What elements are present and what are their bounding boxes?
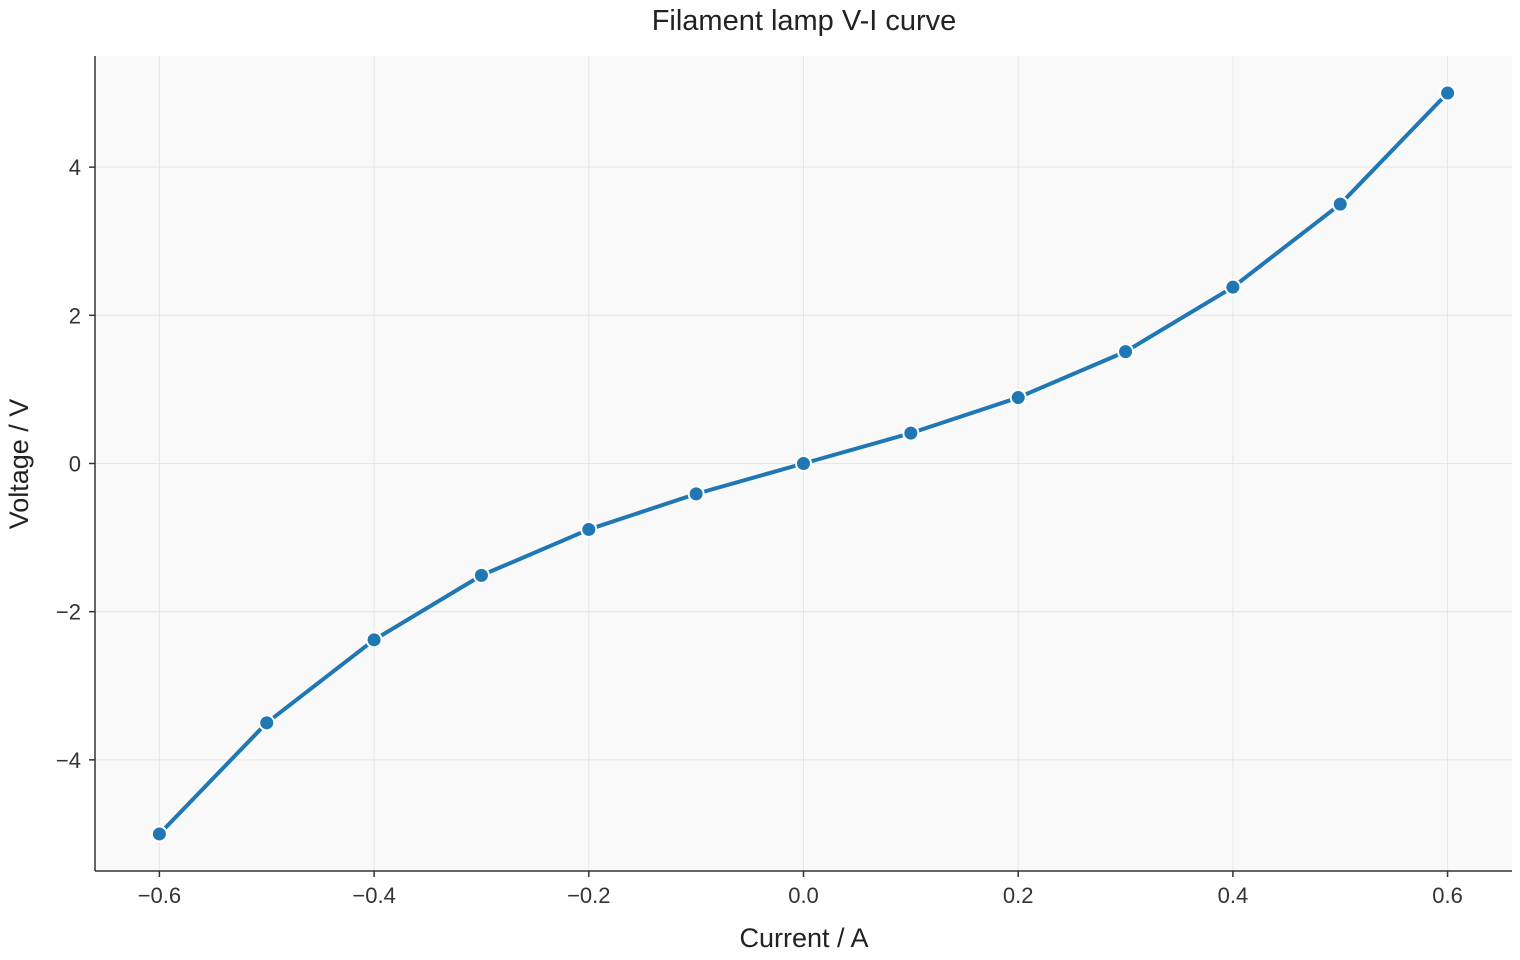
- y-axis-label: Voltage / V: [4, 399, 34, 530]
- x-axis-label: Current / A: [739, 923, 868, 953]
- x-tick-label: −0.4: [352, 883, 395, 908]
- data-point: [472, 566, 490, 584]
- data-point: [580, 520, 598, 538]
- x-tick-label: 0.0: [788, 883, 819, 908]
- data-point: [258, 714, 276, 732]
- x-tick-label: −0.6: [138, 883, 181, 908]
- x-tick-label: 0.4: [1218, 883, 1249, 908]
- x-tick-label: 0.2: [1003, 883, 1034, 908]
- y-tick-label: 0: [69, 452, 81, 477]
- y-tick-label: 4: [69, 155, 81, 180]
- data-point: [687, 485, 705, 503]
- x-tick-label: 0.6: [1432, 883, 1463, 908]
- data-point: [1009, 389, 1027, 407]
- data-point: [902, 424, 920, 442]
- y-tick-label: −2: [56, 600, 81, 625]
- data-point: [1224, 278, 1242, 296]
- y-tick-label: −4: [56, 748, 81, 773]
- data-point: [1117, 343, 1135, 361]
- data-point: [365, 631, 383, 649]
- ticks: −0.6 −0.4 −0.2 0.0 0.2 0.4 0.6 −4 −2 0 2 4: [56, 155, 1463, 908]
- y-tick-label: 2: [69, 303, 81, 328]
- data-point: [795, 455, 812, 472]
- data-point: [1439, 84, 1457, 102]
- chart-title: Filament lamp V-I curve: [652, 5, 957, 37]
- data-point: [150, 825, 168, 843]
- series-group: [150, 84, 1457, 843]
- x-tick-label: −0.2: [567, 883, 610, 908]
- data-point: [1331, 195, 1349, 213]
